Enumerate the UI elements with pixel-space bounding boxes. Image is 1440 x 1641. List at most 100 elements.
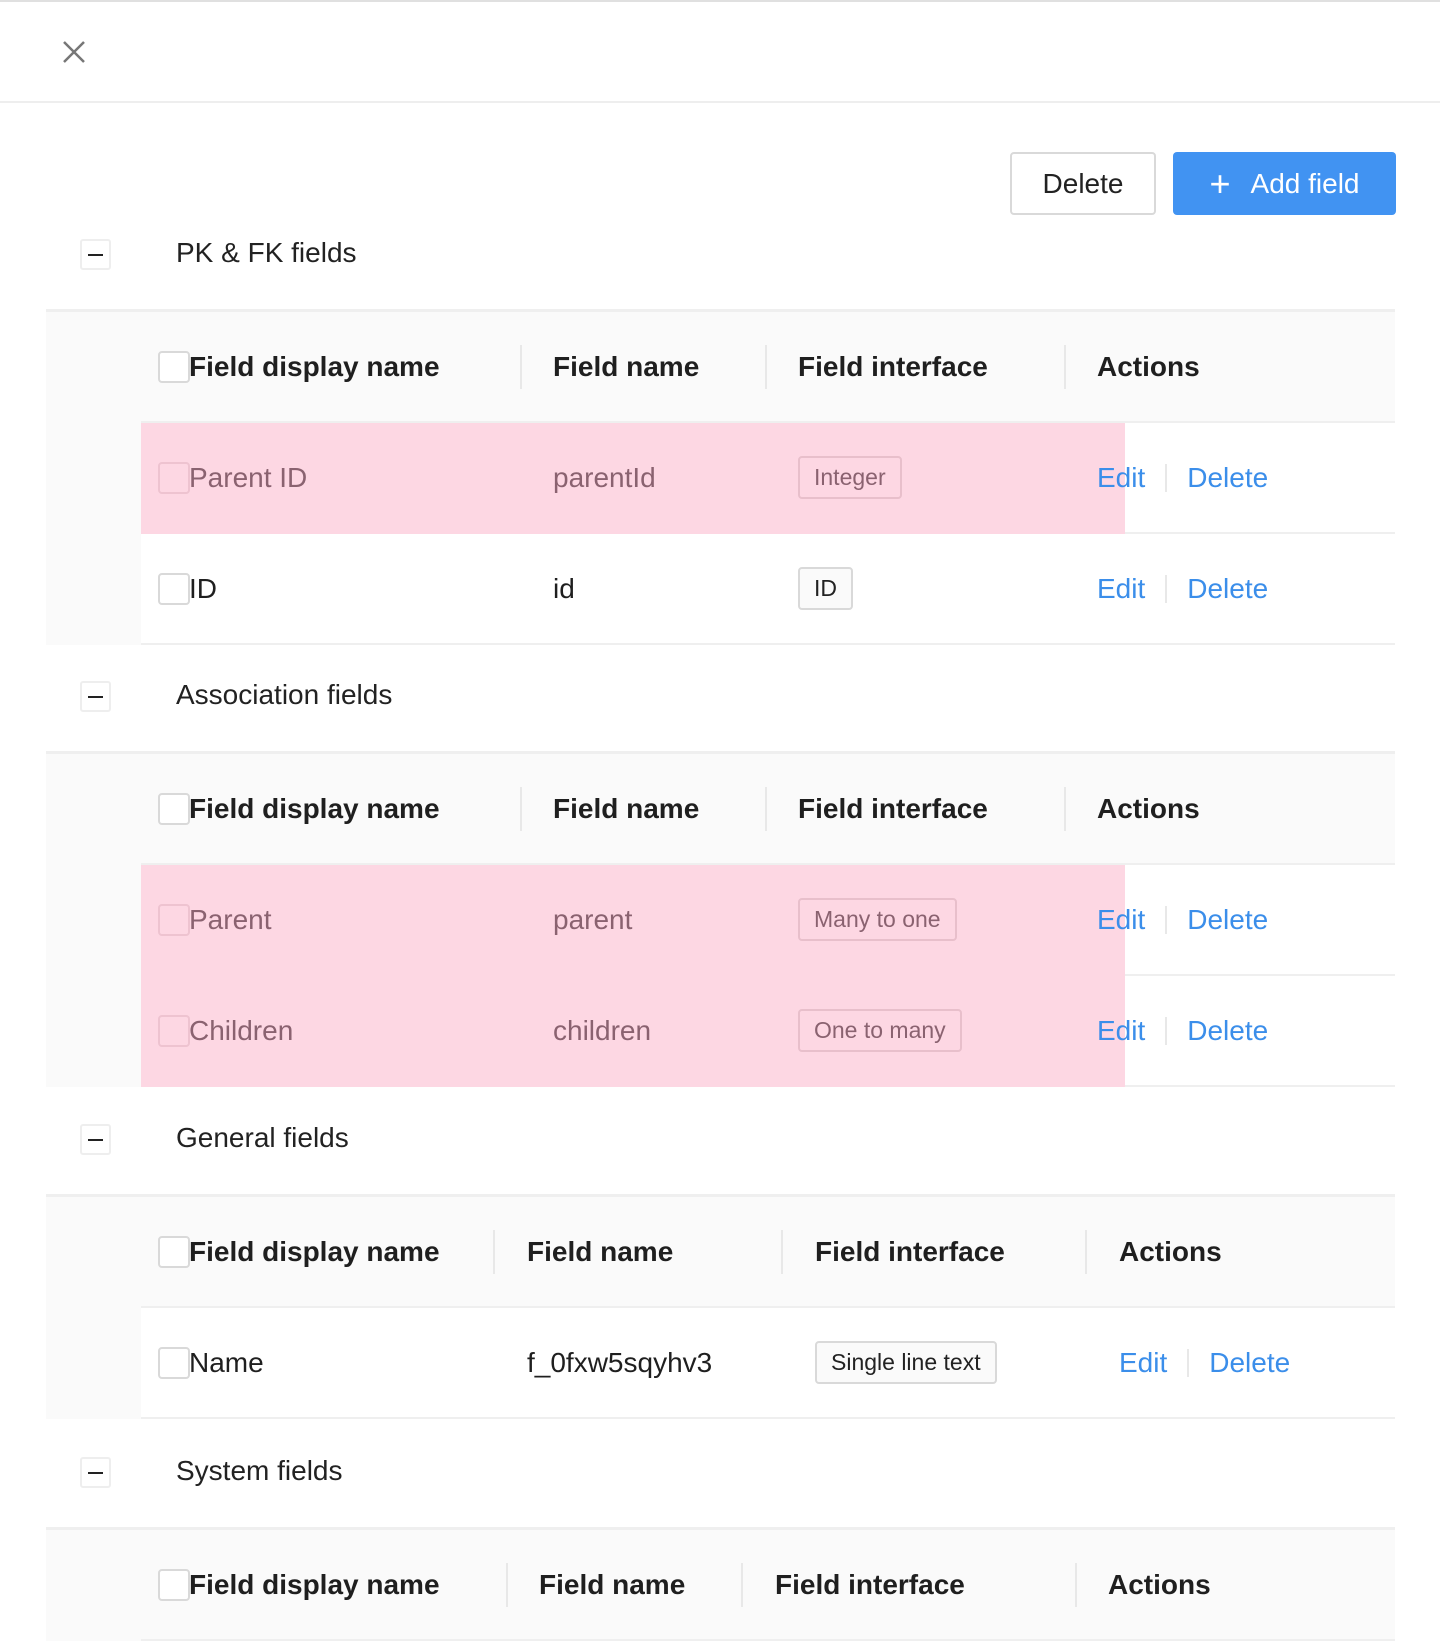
section-header: System fields: [46, 1417, 1395, 1527]
fields-table: Field display name Field name Field interf…: [46, 1194, 1395, 1419]
fields-table: Field display name Field name Field interf…: [46, 751, 1395, 1087]
edit-link[interactable]: Edit: [1097, 1014, 1146, 1046]
column-separator: [520, 345, 522, 389]
drawer-header: [0, 2, 1440, 103]
field-display-name: Parent: [189, 903, 272, 935]
delete-link[interactable]: Delete: [1209, 1346, 1291, 1378]
plus-icon: +: [1209, 162, 1231, 204]
field-display-name: Name: [189, 1346, 264, 1378]
field-display-name: Parent ID: [189, 461, 308, 493]
field-display-name: ID: [189, 572, 217, 604]
select-all-checkbox[interactable]: [158, 1569, 190, 1601]
field-interface: Many to one: [798, 865, 957, 974]
fields-table: Field display name Field name Field interf…: [46, 309, 1395, 645]
table-row: Name f_0fxw5sqyhv3 Single line text Edit Del…: [141, 1308, 1395, 1419]
column-separator: [1085, 1230, 1087, 1274]
row-actions: Edit Delete: [1097, 976, 1268, 1085]
section-header: General fields: [46, 1084, 1395, 1194]
field-interface: Single line text: [815, 1308, 997, 1417]
delete-button-label: Delete: [1042, 167, 1124, 199]
column-header-display-name: Field display name: [189, 792, 440, 824]
interface-tag: Many to one: [798, 898, 957, 941]
row-checkbox[interactable]: [158, 462, 190, 494]
column-separator: [1064, 787, 1066, 831]
action-divider: [1165, 463, 1168, 492]
action-divider: [1165, 1016, 1168, 1045]
column-separator: [765, 787, 767, 831]
action-divider: [1165, 574, 1168, 603]
collapse-toggle[interactable]: [80, 239, 111, 270]
select-all-checkbox[interactable]: [158, 351, 190, 383]
delete-button[interactable]: Delete: [1010, 152, 1156, 215]
close-icon[interactable]: [58, 36, 90, 68]
field-name: parentId: [553, 461, 656, 493]
column-header-display-name: Field display name: [189, 1235, 440, 1267]
interface-tag: One to many: [798, 1009, 962, 1052]
collapse-toggle[interactable]: [80, 1124, 111, 1155]
interface-tag: ID: [798, 567, 853, 610]
column-header-interface: Field interface: [815, 1235, 1005, 1267]
column-header-name: Field name: [527, 1235, 674, 1267]
top-border: [0, 0, 1440, 2]
column-header-actions: Actions: [1097, 350, 1200, 382]
collapse-toggle[interactable]: [80, 681, 111, 712]
field-interface: One to many: [798, 976, 962, 1085]
edit-link[interactable]: Edit: [1119, 1346, 1168, 1378]
row-actions: Edit Delete: [1119, 1308, 1290, 1417]
section-title: General fields: [176, 1122, 349, 1153]
table-header-row: Field display name Field name Field interf…: [141, 312, 1395, 423]
table-header-row: Field display name Field name Field interf…: [141, 1530, 1395, 1641]
table-row: Children children One to many Edit Delete: [141, 976, 1395, 1087]
action-divider: [1187, 1348, 1190, 1377]
delete-link[interactable]: Delete: [1187, 461, 1269, 493]
column-header-display-name: Field display name: [189, 350, 440, 382]
row-actions: Edit Delete: [1097, 534, 1268, 643]
delete-link[interactable]: Delete: [1187, 1014, 1269, 1046]
row-checkbox[interactable]: [158, 573, 190, 605]
add-field-button[interactable]: + Add field: [1173, 152, 1396, 215]
column-header-name: Field name: [553, 350, 700, 382]
column-separator: [1064, 345, 1066, 389]
action-divider: [1165, 905, 1168, 934]
section-header: Association fields: [46, 641, 1395, 751]
field-name: id: [553, 572, 575, 604]
section-header: PK & FK fields: [46, 199, 1395, 309]
collapse-toggle[interactable]: [80, 1457, 111, 1488]
row-checkbox[interactable]: [158, 904, 190, 936]
column-separator: [741, 1563, 743, 1607]
table-row: Parent parent Many to one Edit Delete: [141, 865, 1395, 976]
delete-link[interactable]: Delete: [1187, 572, 1269, 604]
field-display-name: Children: [189, 1014, 294, 1046]
table-row: Parent ID parentId Integer Edit Delete: [141, 423, 1395, 534]
column-separator: [493, 1230, 495, 1274]
field-name: f_0fxw5sqyhv3: [527, 1346, 713, 1378]
interface-tag: Single line text: [815, 1341, 997, 1384]
section-title: PK & FK fields: [176, 237, 357, 268]
row-highlight: [141, 423, 1125, 534]
column-header-interface: Field interface: [798, 350, 988, 382]
column-header-actions: Actions: [1097, 792, 1200, 824]
table-header-row: Field display name Field name Field interf…: [141, 1197, 1395, 1308]
edit-link[interactable]: Edit: [1097, 903, 1146, 935]
row-highlight: [141, 865, 1125, 976]
row-actions: Edit Delete: [1097, 865, 1268, 974]
select-all-checkbox[interactable]: [158, 1236, 190, 1268]
field-interface: ID: [798, 534, 853, 643]
select-all-checkbox[interactable]: [158, 793, 190, 825]
column-separator: [1075, 1563, 1077, 1607]
row-checkbox[interactable]: [158, 1015, 190, 1047]
row-checkbox[interactable]: [158, 1347, 190, 1379]
section-title: Association fields: [176, 679, 393, 710]
fields-table: Field display name Field name Field interf…: [46, 1527, 1395, 1641]
edit-link[interactable]: Edit: [1097, 461, 1146, 493]
delete-link[interactable]: Delete: [1187, 903, 1269, 935]
column-separator: [781, 1230, 783, 1274]
column-header-interface: Field interface: [775, 1568, 965, 1600]
section-2: General fields Field display name Field na…: [46, 1084, 1395, 1419]
edit-link[interactable]: Edit: [1097, 572, 1146, 604]
section-title: System fields: [176, 1455, 343, 1486]
column-header-actions: Actions: [1119, 1235, 1222, 1267]
column-header-name: Field name: [553, 792, 700, 824]
section-3: System fields Field display name Field nam…: [46, 1417, 1395, 1641]
section-0: PK & FK fields Field display name Field na…: [46, 199, 1395, 645]
